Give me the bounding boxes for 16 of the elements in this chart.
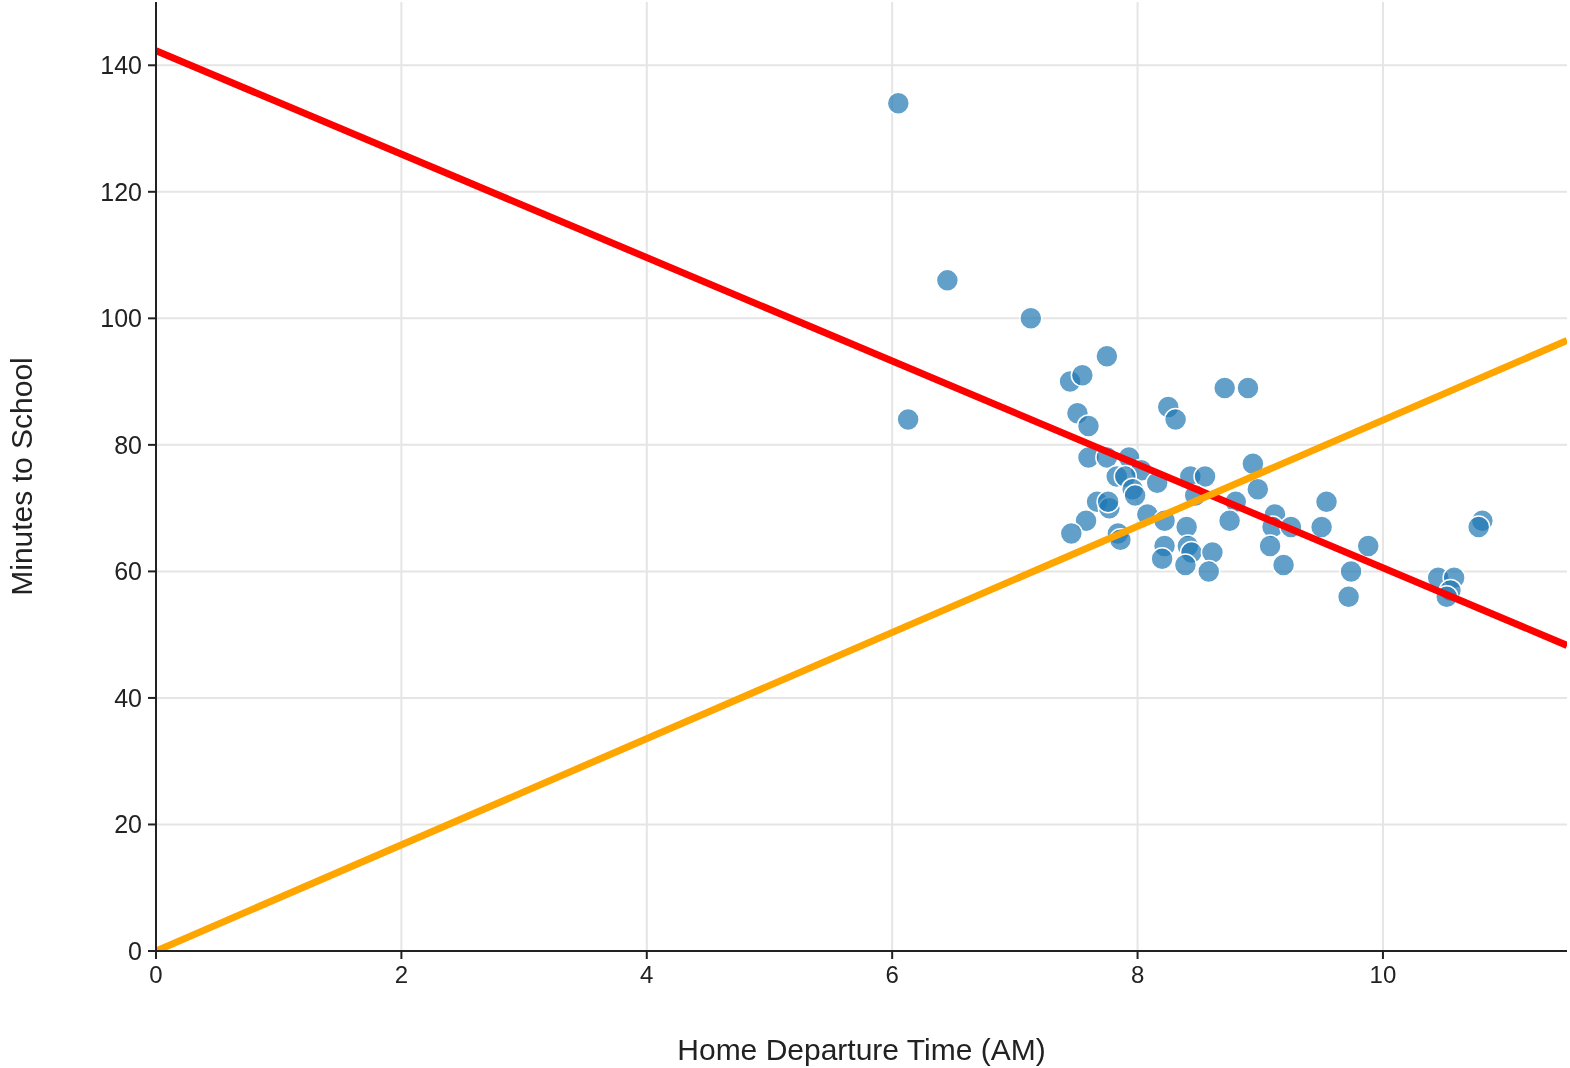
y-tick-label: 100 bbox=[100, 304, 142, 333]
y-tick-label: 80 bbox=[114, 430, 142, 459]
x-tick-label: 6 bbox=[885, 961, 899, 988]
y-tick-label: 140 bbox=[100, 51, 142, 80]
x-tick-label: 0 bbox=[149, 961, 163, 988]
y-tick-label: 20 bbox=[114, 810, 142, 839]
x-axis-title: Home Departure Time (AM) bbox=[677, 1033, 1046, 1066]
x-tick-label: 8 bbox=[1130, 961, 1145, 988]
y-tick-label: 60 bbox=[114, 557, 142, 586]
x-tick-label: 2 bbox=[394, 961, 409, 988]
y-tick-label: 0 bbox=[128, 936, 142, 965]
y-tick-label: 120 bbox=[100, 177, 142, 206]
y-tick-label: 40 bbox=[114, 683, 142, 712]
x-tick-label: 10 bbox=[1369, 961, 1397, 988]
x-tick-label: 4 bbox=[640, 961, 654, 988]
y-axis-title: Minutes to School bbox=[5, 357, 38, 596]
